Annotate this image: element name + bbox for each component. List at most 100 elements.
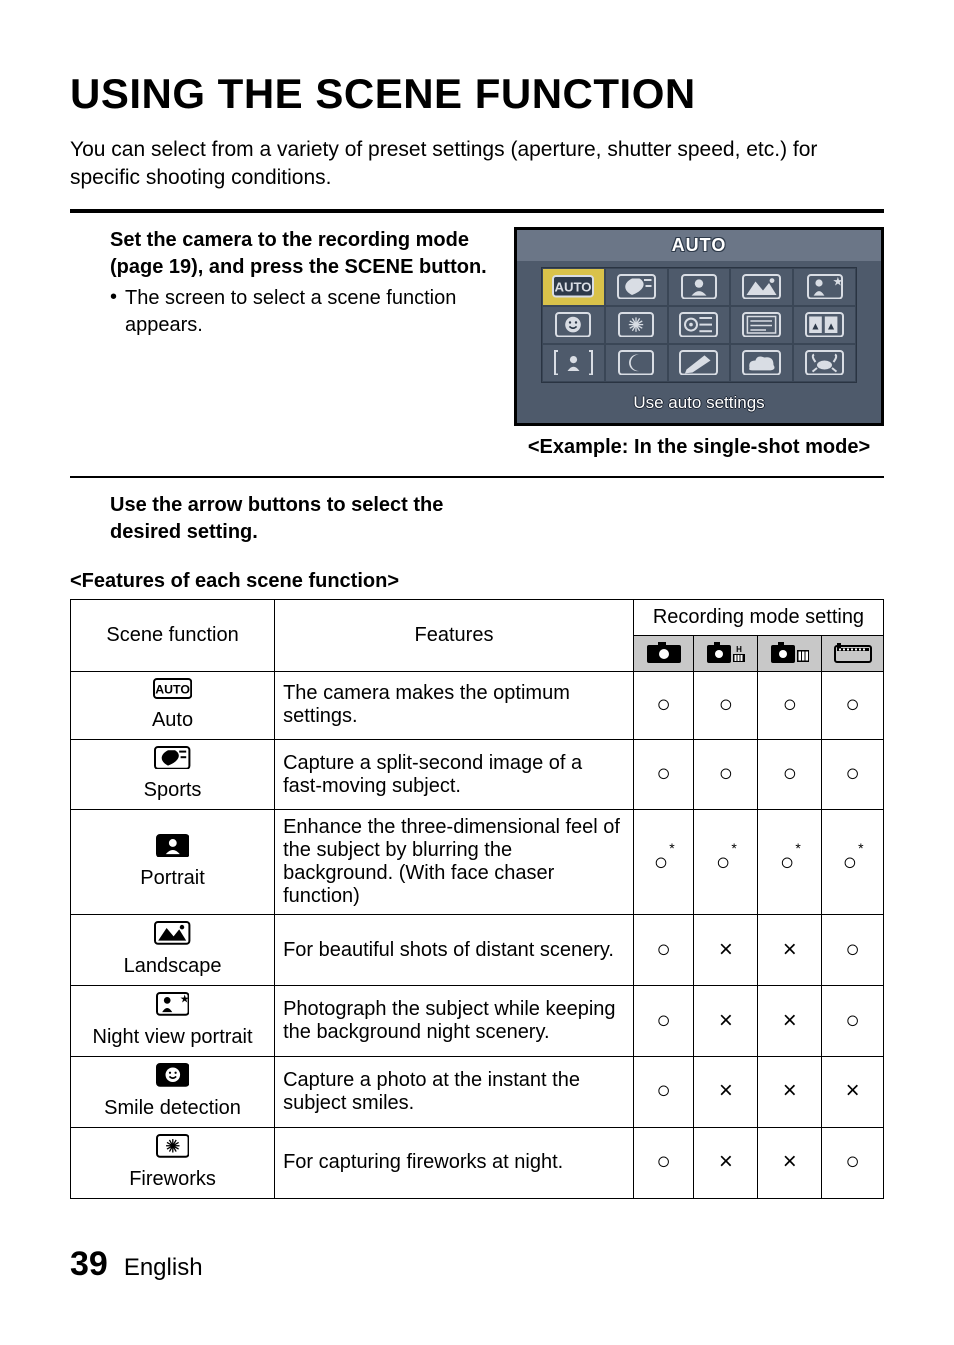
svg-text:H: H bbox=[736, 645, 742, 654]
scene-cell: Portrait bbox=[71, 810, 275, 915]
scene-cell: Sports bbox=[71, 739, 275, 810]
scene-grid-cell bbox=[730, 344, 793, 382]
svg-text:AUTO: AUTO bbox=[155, 682, 190, 696]
scene-grid-cell bbox=[730, 306, 793, 344]
availability-mark: ○* bbox=[822, 810, 884, 915]
svg-text:★: ★ bbox=[832, 274, 843, 288]
availability-mark: ○* bbox=[758, 810, 822, 915]
page-footer: 39 English bbox=[70, 1245, 884, 1284]
table-row: AUTO Auto The camera makes the optimum set… bbox=[71, 671, 884, 739]
feature-cell: Capture a split-second image of a fast-m… bbox=[275, 739, 634, 810]
availability-mark: ○ bbox=[633, 739, 694, 810]
scene-label: Smile detection bbox=[79, 1096, 266, 1121]
screenshot-header: AUTO bbox=[517, 230, 881, 261]
availability-mark: × bbox=[694, 986, 758, 1057]
smile-icon bbox=[156, 1063, 190, 1094]
scene-grid-cell bbox=[668, 268, 731, 306]
scene-grid-cell bbox=[605, 268, 668, 306]
table-row: Sports Capture a split-second image of a … bbox=[71, 739, 884, 810]
table-row: Fireworks For capturing fireworks at nigh… bbox=[71, 1127, 884, 1198]
availability-mark: × bbox=[694, 1057, 758, 1128]
scene-grid-cell bbox=[542, 306, 605, 344]
availability-mark: ○ bbox=[694, 671, 758, 739]
availability-mark: ○ bbox=[822, 671, 884, 739]
feature-cell: For capturing fireworks at night. bbox=[275, 1127, 634, 1198]
scene-label: Portrait bbox=[79, 866, 266, 891]
availability-mark: × bbox=[758, 986, 822, 1057]
feature-cell: Enhance the three-dimensional feel of th… bbox=[275, 810, 634, 915]
feature-cell: Capture a photo at the instant the subje… bbox=[275, 1057, 634, 1128]
sports-icon bbox=[154, 746, 190, 777]
scene-grid-cell bbox=[668, 306, 731, 344]
scene-grid-cell bbox=[605, 344, 668, 382]
availability-mark: ○ bbox=[633, 986, 694, 1057]
availability-mark: × bbox=[822, 1057, 884, 1128]
night-icon: ★ bbox=[156, 992, 190, 1023]
svg-text:▲: ▲ bbox=[826, 320, 836, 332]
availability-mark: ○ bbox=[633, 915, 694, 986]
mode-icon-header bbox=[822, 635, 884, 671]
scene-features-table: Scene function Features Recording mode s… bbox=[70, 599, 884, 1199]
scene-cell: ★ Night view portrait bbox=[71, 986, 275, 1057]
mode-icon-header: H bbox=[694, 635, 758, 671]
scene-grid-cell bbox=[605, 306, 668, 344]
example-caption: <Example: In the single-shot mode> bbox=[514, 434, 884, 460]
scene-grid-cell bbox=[730, 268, 793, 306]
step-1-instruction: Set the camera to the recording mode (pa… bbox=[110, 227, 496, 281]
landscape-icon bbox=[154, 921, 190, 952]
mode-icon-header bbox=[633, 635, 694, 671]
scene-cell: AUTO Auto bbox=[71, 671, 275, 739]
availability-mark: ○ bbox=[758, 671, 822, 739]
availability-mark: × bbox=[758, 1127, 822, 1198]
table-row: LandscapeFor beautiful shots of distant … bbox=[71, 915, 884, 986]
scene-grid-cell bbox=[793, 344, 856, 382]
scene-grid-cell bbox=[542, 344, 605, 382]
feature-cell: The camera makes the optimum settings. bbox=[275, 671, 634, 739]
availability-mark: ○* bbox=[633, 810, 694, 915]
scene-grid-cell: ▲▲ bbox=[793, 306, 856, 344]
availability-mark: × bbox=[758, 915, 822, 986]
bullet-dot: • bbox=[110, 285, 117, 309]
fireworks-icon bbox=[156, 1134, 190, 1165]
mode-icon-header bbox=[758, 635, 822, 671]
table-row: ★ Night view portrait Photograph the subje… bbox=[71, 986, 884, 1057]
table-row: Smile detection Capture a photo at the in… bbox=[71, 1057, 884, 1128]
availability-mark: ○ bbox=[633, 1127, 694, 1198]
availability-mark: ○ bbox=[758, 739, 822, 810]
scene-selection-screenshot: AUTO AUTO★▲▲ Use auto settings bbox=[514, 227, 884, 426]
svg-text:AUTO: AUTO bbox=[555, 280, 592, 295]
availability-mark: ○ bbox=[822, 915, 884, 986]
availability-mark: × bbox=[694, 1127, 758, 1198]
page-language: English bbox=[124, 1254, 203, 1282]
availability-mark: × bbox=[758, 1057, 822, 1128]
th-features: Features bbox=[275, 599, 634, 671]
availability-mark: ○ bbox=[822, 986, 884, 1057]
scene-label: Fireworks bbox=[79, 1167, 266, 1192]
table-row: Portrait Enhance the three-dimensional fe… bbox=[71, 810, 884, 915]
divider bbox=[70, 209, 884, 213]
auto-icon: AUTO bbox=[153, 678, 192, 706]
intro-text: You can select from a variety of preset … bbox=[70, 136, 884, 193]
availability-mark: × bbox=[694, 915, 758, 986]
th-scene: Scene function bbox=[71, 599, 275, 671]
page-title: USING THE SCENE FUNCTION bbox=[70, 70, 884, 118]
features-heading: <Features of each scene function> bbox=[70, 570, 884, 593]
availability-mark: ○* bbox=[694, 810, 758, 915]
th-modes: Recording mode setting bbox=[633, 599, 883, 635]
availability-mark: ○ bbox=[822, 739, 884, 810]
scene-grid-cell bbox=[668, 344, 731, 382]
scene-label: Night view portrait bbox=[79, 1025, 266, 1050]
portrait-icon bbox=[156, 834, 190, 865]
feature-cell: Photograph the subject while keeping the… bbox=[275, 986, 634, 1057]
scene-grid-cell: ★ bbox=[793, 268, 856, 306]
availability-mark: ○ bbox=[633, 671, 694, 739]
scene-label: Sports bbox=[79, 778, 266, 803]
screenshot-footer: Use auto settings bbox=[517, 389, 881, 423]
scene-cell: Smile detection bbox=[71, 1057, 275, 1128]
availability-mark: ○ bbox=[694, 739, 758, 810]
availability-mark: ○ bbox=[822, 1127, 884, 1198]
svg-text:★: ★ bbox=[180, 994, 190, 1006]
screenshot-grid: AUTO★▲▲ bbox=[517, 261, 881, 389]
svg-text:▲: ▲ bbox=[810, 320, 820, 332]
scene-label: Auto bbox=[79, 708, 266, 733]
